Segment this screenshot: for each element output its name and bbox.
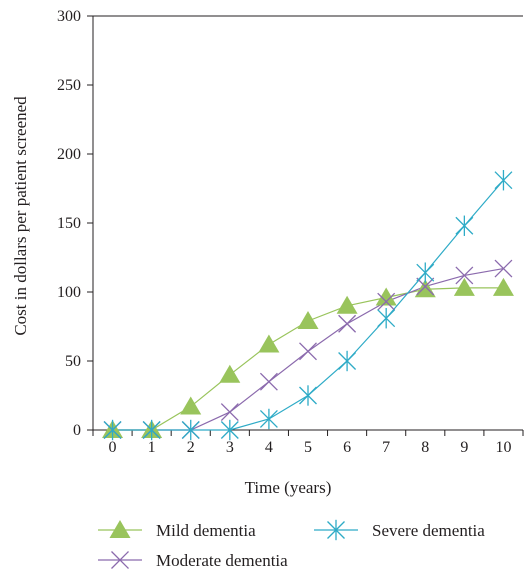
severe-dementia-point (338, 350, 357, 372)
marker-stroke (416, 277, 435, 296)
marker-stroke (377, 292, 396, 311)
x-tick-label: 7 (382, 439, 390, 456)
marker-stroke (494, 259, 513, 278)
x-tick-label: 2 (187, 439, 195, 456)
x-tick-label: 3 (226, 439, 234, 456)
mild-dementia-point (375, 287, 397, 306)
marker-stroke (299, 342, 317, 361)
legend-label-mild-dementia: Mild dementia (156, 521, 256, 540)
x-axis-title: Time (years) (245, 478, 332, 497)
marker-stroke (220, 403, 239, 422)
x-tick-label: 4 (265, 439, 273, 456)
legend-label-severe-dementia: Severe dementia (372, 521, 485, 540)
severe-dementia-point (259, 408, 278, 430)
severe-dementia-point (220, 419, 239, 441)
moderate-dementia-point (299, 342, 317, 361)
mild-dementia-point (336, 295, 358, 314)
x-tick-label: 6 (343, 439, 351, 456)
moderate-dementia-point (494, 259, 513, 278)
mild-dementia-point (258, 334, 280, 353)
y-tick-label: 300 (57, 8, 81, 25)
severe-dementia-point (377, 308, 396, 329)
y-tick-label: 50 (65, 353, 81, 370)
legend-marker-mild-dementia (109, 520, 131, 538)
y-tick-label: 150 (57, 215, 81, 232)
legend-marker-moderate-dementia (111, 551, 129, 569)
marker-stroke (338, 314, 357, 333)
severe-dementia-point (103, 419, 122, 441)
y-axis-title: Cost in dollars per patient screened (11, 96, 30, 336)
severe-dementia-point (181, 419, 200, 441)
mild-dementia-line (112, 287, 504, 431)
moderate-dementia-point (220, 403, 239, 422)
y-tick-label: 0 (73, 422, 81, 439)
x-tick-label: 8 (421, 439, 429, 456)
legend-label-moderate-dementia: Moderate dementia (156, 551, 288, 570)
mild-dementia-point (453, 277, 475, 296)
legend-marker-severe-dementia (327, 519, 345, 541)
severe-dementia-point (455, 215, 474, 236)
x-tick-label: 5 (304, 439, 312, 456)
mild-dementia-point (297, 310, 319, 329)
mild-dementia-point (492, 277, 514, 296)
moderate-dementia-point (338, 314, 357, 333)
moderate-dementia-point (455, 266, 474, 285)
marker-stroke (259, 372, 278, 391)
severe-dementia-point (299, 385, 317, 406)
y-tick-label: 100 (57, 284, 81, 301)
x-tick-label: 1 (148, 439, 156, 456)
y-tick-label: 200 (57, 146, 81, 163)
severe-dementia-point (142, 419, 161, 441)
mild-dementia-point (219, 364, 241, 383)
legend: Mild dementia Moderate dementia Severe dem… (98, 519, 485, 570)
series-markers (102, 170, 514, 441)
marker-stroke (455, 266, 474, 285)
x-tick-label: 10 (495, 439, 511, 456)
tick-labels: 0 50 100 150 200 250 300 0 1 2 3 4 5 6 7 8 9 10 (57, 8, 511, 456)
moderate-dementia-line (112, 267, 504, 431)
mild-dementia-point (414, 279, 436, 298)
x-tick-label: 0 (109, 439, 117, 456)
axes (87, 15, 524, 436)
moderate-dementia-point (377, 292, 396, 311)
severe-dementia-point (416, 262, 435, 283)
moderate-dementia-point (259, 372, 278, 391)
x-tick-label: 9 (460, 439, 468, 456)
moderate-dementia-point (416, 277, 435, 296)
severe-dementia-point (494, 170, 513, 191)
mild-dementia-point (180, 396, 202, 415)
marker-stroke (111, 551, 129, 569)
y-tick-label: 250 (57, 77, 81, 94)
